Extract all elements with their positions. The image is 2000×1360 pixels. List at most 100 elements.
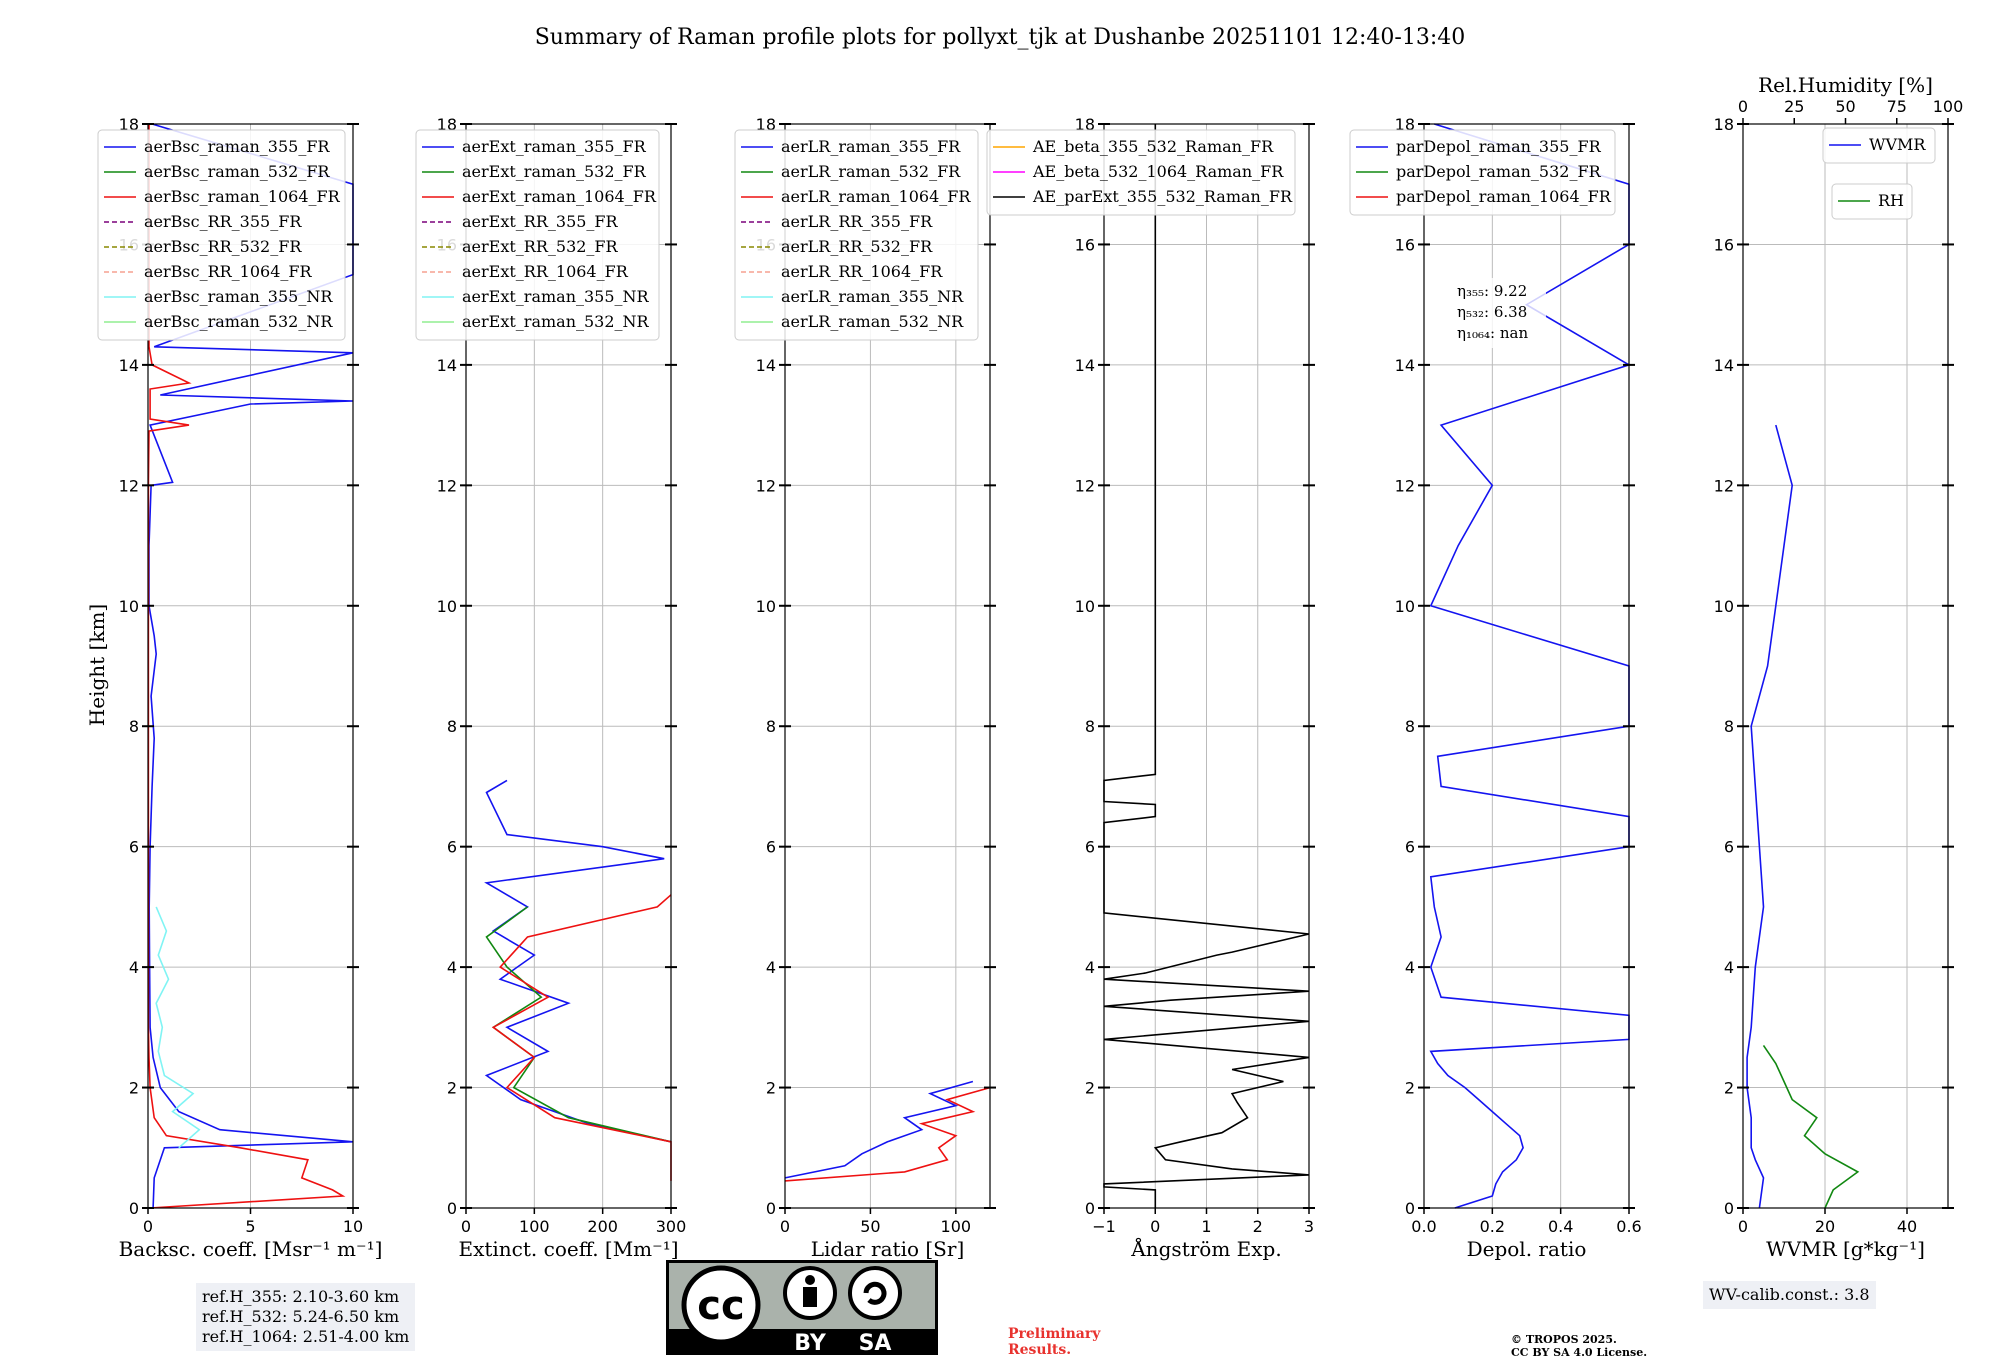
ref-height-532: ref.H_532: 5.24-6.50 km: [202, 1307, 400, 1326]
y-tick-label: 14: [119, 356, 139, 375]
x-tick-label: 300: [656, 1217, 687, 1236]
y-tick-label: 8: [129, 717, 139, 736]
copyright-line-1: © TROPOS 2025.: [1511, 1333, 1617, 1346]
x-tick-label: 0.6: [1616, 1217, 1641, 1236]
x-axis-label: Depol. ratio: [1467, 1237, 1587, 1261]
series-aerBsc_raman_355_NR: [155, 906, 201, 1149]
y-tick-label: 16: [1075, 235, 1095, 254]
y-tick-label: 12: [119, 476, 139, 495]
legend-entry: parDepol_raman_355_FR: [1396, 137, 1602, 156]
legend-entry: aerExt_RR_355_FR: [462, 212, 619, 231]
x-axis-label: WVMR [g*kg⁻¹]: [1766, 1237, 1925, 1261]
y-tick-label: 4: [1085, 958, 1095, 977]
series-aerLR_raman_355_FR: [784, 1080, 974, 1179]
y-tick-label: 6: [447, 838, 457, 857]
series-aerExt_raman_355_FR: [484, 779, 672, 1143]
top-x-tick-label: 75: [1887, 97, 1907, 116]
legend-box: [97, 129, 346, 341]
x-tick-label: 0: [143, 1217, 153, 1236]
y-tick-label: 4: [766, 958, 776, 977]
sa-share-icon: [848, 1266, 902, 1320]
y-tick-label: 8: [1724, 717, 1734, 736]
preliminary-line-2: Results.: [1008, 1342, 1072, 1358]
legend-rh: RH: [1831, 183, 1913, 220]
y-tick-label: 6: [766, 838, 776, 857]
legend-entry: aerLR_raman_1064_FR: [781, 187, 971, 206]
figure-title: Summary of Raman profile plots for polly…: [535, 25, 1466, 50]
copyright-line-2: CC BY SA 4.0 License.: [1511, 1346, 1648, 1359]
eta-annotation: η₃₅₅: 9.22 η₅₃₂: 6.38 η₁₀₆₄: nan: [1452, 278, 1546, 348]
x-tick-label: 40: [1897, 1217, 1917, 1236]
y-tick-label: 4: [1724, 958, 1734, 977]
y-tick-label: 6: [1405, 838, 1415, 857]
x-axis-label: Backsc. coeff. [Msr⁻¹ m⁻¹]: [119, 1237, 383, 1261]
y-tick-label: 2: [1405, 1079, 1415, 1098]
sa-label: SA: [859, 1331, 892, 1356]
legend-entry: aerBsc_raman_1064_FR: [144, 187, 341, 206]
legend-entry: aerBsc_raman_355_NR: [144, 287, 333, 306]
axes-frame: [1423, 123, 1630, 1209]
y-tick-label: 8: [1085, 717, 1095, 736]
legend: WVMR: [1822, 127, 1936, 164]
y-tick-label: 8: [766, 717, 776, 736]
axes-frame: [784, 123, 991, 1209]
legend: aerExt_raman_355_FR aerExt_raman_532_FRae…: [415, 129, 660, 341]
legend: parDepol_raman_355_FR parDepol_raman_532_…: [1349, 129, 1616, 216]
legend: aerLR_raman_355_FR aerLR_raman_532_FR aerL…: [734, 129, 979, 341]
y-tick-label: 18: [119, 115, 139, 134]
x-tick-label: 0.2: [1480, 1217, 1505, 1236]
x-tick-label: 50: [860, 1217, 880, 1236]
legend-entry: aerExt_raman_355_FR: [462, 137, 647, 156]
legend: AE_beta_355_532_Raman_FR AE_beta_532_1064…: [986, 129, 1296, 216]
top-x-tick-label: 0: [1738, 97, 1748, 116]
legend-entry: aerLR_raman_355_FR: [781, 137, 961, 156]
legend-entry: AE_beta_355_532_Raman_FR: [1032, 137, 1274, 156]
y-tick-label: 18: [437, 115, 457, 134]
y-tick-label: 12: [1714, 476, 1734, 495]
legend-entry: aerExt_raman_532_NR: [462, 312, 650, 331]
y-tick-label: 0: [447, 1199, 457, 1218]
x-tick-label: 10: [343, 1217, 363, 1236]
x-tick-label: 0: [1150, 1217, 1160, 1236]
legend-box: [1822, 127, 1936, 164]
x-tick-label: −1: [1092, 1217, 1116, 1236]
y-tick-label: 12: [1395, 476, 1415, 495]
y-tick-label: 10: [1075, 597, 1095, 616]
legend-entry: AE_beta_532_1064_Raman_FR: [1032, 162, 1284, 181]
series-RH: [1762, 1044, 1860, 1209]
axes-frame: [465, 123, 672, 1209]
top-x-axis-label: Rel.Humidity [%]: [1758, 73, 1933, 97]
legend-entry: aerLR_raman_532_FR: [781, 162, 961, 181]
top-x-tick-label: 100: [1933, 97, 1964, 116]
y-tick-label: 0: [129, 1199, 139, 1218]
y-tick-label: 14: [1714, 356, 1734, 375]
preliminary-note: Preliminary Results.: [1008, 1326, 1100, 1358]
ref-height-1064: ref.H_1064: 2.51-4.00 km: [202, 1327, 410, 1346]
legend-box: [1831, 183, 1913, 220]
y-tick-label: 4: [1405, 958, 1415, 977]
y-tick-label: 16: [1714, 235, 1734, 254]
x-tick-label: 0: [1738, 1217, 1748, 1236]
legend-entry: aerLR_RR_532_FR: [781, 237, 933, 256]
x-tick-label: 1: [1201, 1217, 1211, 1236]
panel-ext: 0246810121416180100200300Extinct. coeff.…: [415, 115, 687, 1261]
legend-entry: aerBsc_RR_1064_FR: [144, 262, 313, 281]
preliminary-line-1: Preliminary: [1008, 1326, 1101, 1342]
legend: aerBsc_raman_355_FR aerBsc_raman_532_FRae…: [97, 129, 346, 341]
legend-entry: AE_parExt_355_532_Raman_FR: [1032, 187, 1293, 206]
legend-entry: aerExt_raman_355_NR: [462, 287, 650, 306]
y-tick-label: 18: [1075, 115, 1095, 134]
y-tick-label: 12: [756, 476, 776, 495]
x-axis-label: Extinct. coeff. [Mm⁻¹]: [458, 1237, 678, 1261]
cc-icon: [681, 1265, 761, 1345]
y-tick-label: 14: [756, 356, 776, 375]
y-tick-label: 10: [1395, 597, 1415, 616]
top-x-tick-label: 25: [1784, 97, 1804, 116]
y-tick-label: 0: [1724, 1199, 1734, 1218]
legend-entry: aerLR_RR_355_FR: [781, 212, 933, 231]
x-tick-label: 0.4: [1548, 1217, 1573, 1236]
y-tick-label: 10: [756, 597, 776, 616]
annotation-box: [1452, 278, 1546, 348]
legend-entry: aerLR_RR_1064_FR: [781, 262, 943, 281]
